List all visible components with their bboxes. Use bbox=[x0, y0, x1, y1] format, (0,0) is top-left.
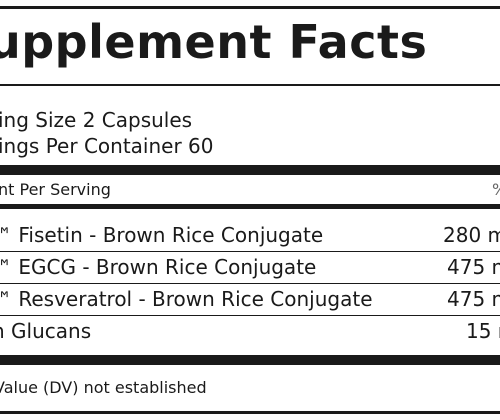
bottom-border bbox=[0, 411, 500, 414]
dv-header: % bbox=[492, 180, 500, 199]
ingredient-name: n Glucans bbox=[0, 319, 92, 343]
ingredient-amount: 15 m bbox=[466, 319, 500, 343]
header-divider bbox=[0, 204, 500, 209]
row-divider bbox=[0, 251, 500, 252]
label-title: upplement Facts bbox=[0, 15, 428, 69]
title-divider bbox=[0, 84, 500, 86]
thick-divider-bottom bbox=[0, 355, 500, 365]
top-border bbox=[0, 6, 500, 9]
thick-divider-top bbox=[0, 165, 500, 175]
row-divider bbox=[0, 283, 500, 284]
ingredient-name: ™ EGCG - Brown Rice Conjugate bbox=[0, 255, 317, 279]
amount-per-serving-header: nt Per Serving bbox=[0, 180, 111, 199]
ingredient-name: ™ Fisetin - Brown Rice Conjugate bbox=[0, 223, 324, 247]
ingredient-name: ™ Resveratrol - Brown Rice Conjugate bbox=[0, 287, 373, 311]
ingredient-amount: 475 m bbox=[447, 255, 500, 279]
ingredient-amount: 280 m bbox=[443, 223, 500, 247]
footnote: Value (DV) not established bbox=[0, 378, 207, 397]
serving-size: ing Size 2 Capsules bbox=[0, 108, 193, 132]
servings-per-container: ings Per Container 60 bbox=[0, 134, 214, 158]
row-divider bbox=[0, 315, 500, 316]
ingredient-amount: 475 m bbox=[447, 287, 500, 311]
